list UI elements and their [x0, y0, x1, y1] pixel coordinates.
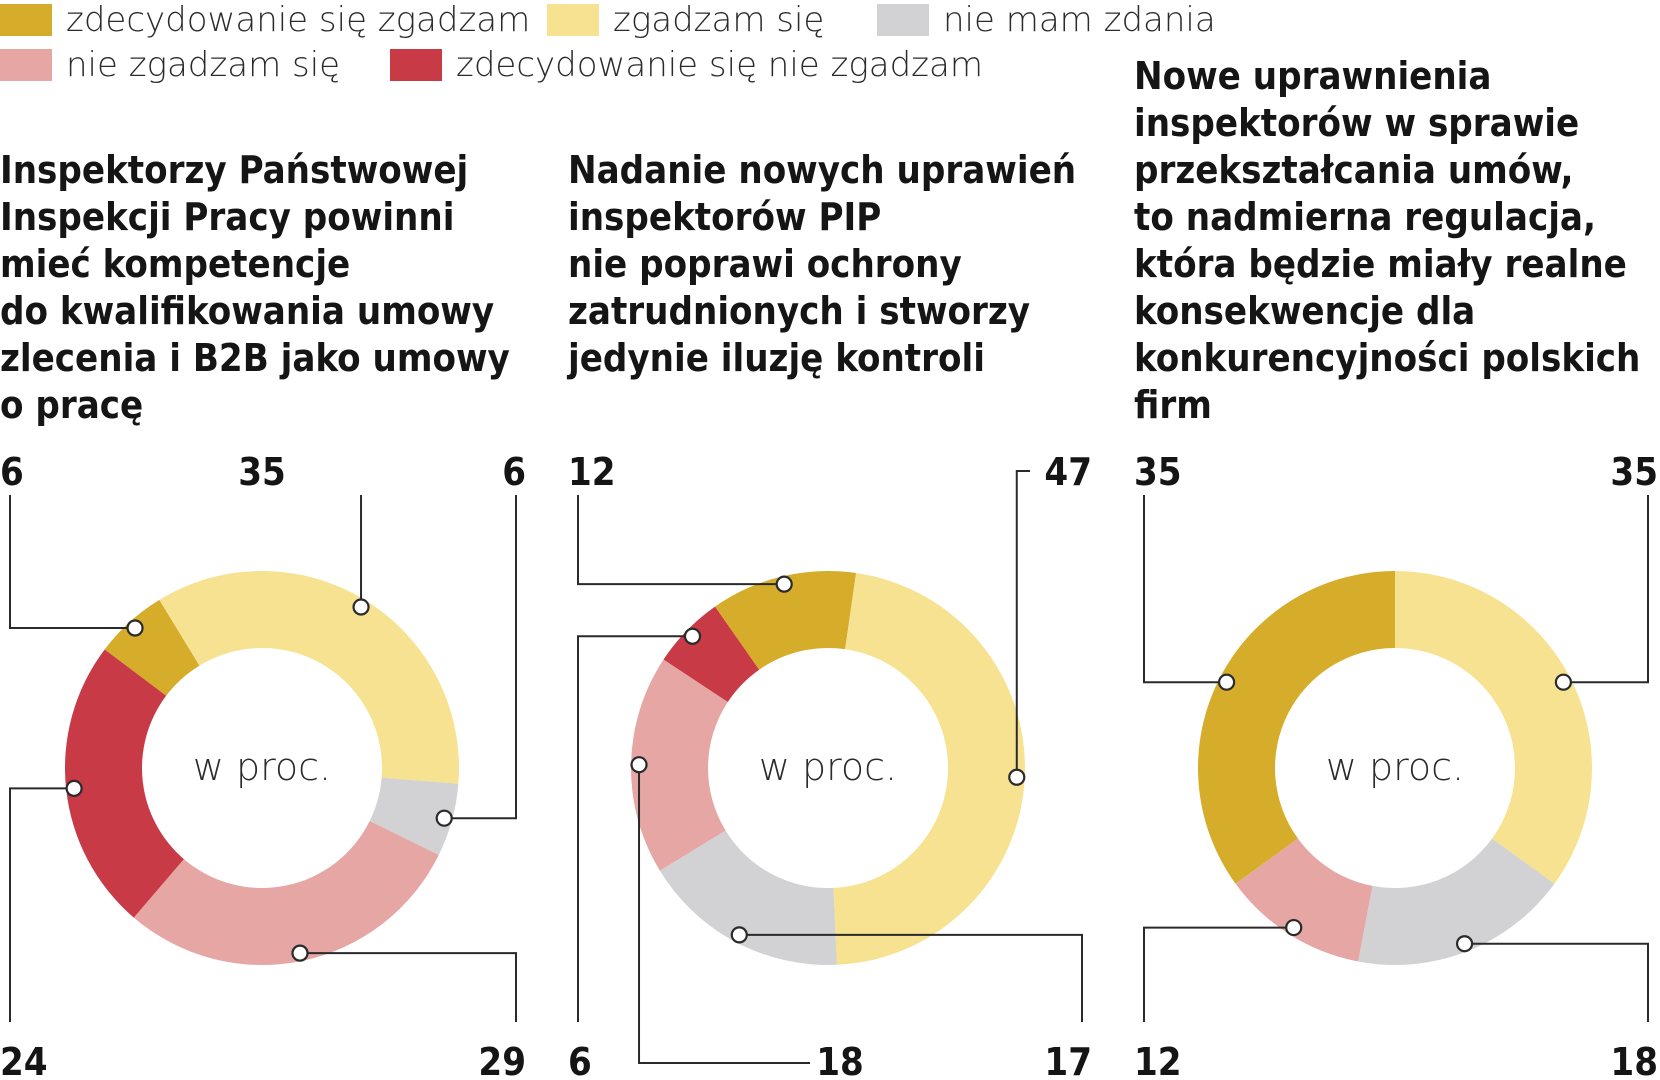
- value-label: 35: [1610, 450, 1658, 494]
- legend-item-strongly-agree: zdecydowanie się zgadzam: [0, 0, 530, 40]
- legend-swatch: [0, 4, 52, 36]
- legend-label: zgadzam się: [613, 0, 825, 40]
- leader-line: [9, 787, 75, 1022]
- center-label: w proc.: [759, 745, 897, 789]
- legend-label: nie zgadzam się: [66, 45, 341, 85]
- slice-nie-mam-zdania: [659, 830, 837, 965]
- value-label: 17: [1044, 1040, 1092, 1080]
- leader-marker: [730, 926, 748, 944]
- slice-zdecydowanie-się-zgadzam: [715, 571, 857, 670]
- leader-line: [1563, 495, 1649, 684]
- leader-line: [9, 495, 136, 629]
- leader-line: [300, 952, 517, 1022]
- leader-line: [577, 495, 785, 586]
- leader-line: [1143, 926, 1294, 1022]
- value-label: 35: [238, 450, 286, 494]
- value-label: 24: [0, 1040, 48, 1080]
- leader-marker: [1455, 935, 1474, 953]
- leader-marker: [65, 779, 83, 798]
- slice-zdecydowanie-się-nie-zgadzam: [64, 649, 184, 918]
- leader-marker: [1554, 673, 1573, 691]
- leader-marker: [1008, 768, 1026, 786]
- slice-nie-zgadzam-się: [1235, 838, 1373, 962]
- leader-line: [1015, 470, 1030, 778]
- legend-swatch: [877, 4, 929, 36]
- slice-nie-mam-zdania: [369, 777, 459, 855]
- legend-swatch: [390, 49, 442, 81]
- legend-item-disagree: nie zgadzam się: [0, 45, 340, 85]
- leader-marker: [126, 619, 144, 637]
- legend-item-strongly-disagree: zdecydowanie się nie zgadzam: [390, 45, 983, 85]
- slice-zgadzam-się: [159, 570, 460, 784]
- value-label: 29: [478, 1040, 526, 1080]
- leader-marker: [775, 575, 793, 593]
- slice-zdecydowanie-się-zgadzam: [1198, 571, 1395, 884]
- leader-line: [577, 635, 693, 1022]
- value-label: 35: [1134, 450, 1182, 494]
- slice-zgadzam-się: [833, 573, 1025, 965]
- center-label: w proc.: [193, 745, 331, 789]
- leader-line: [638, 764, 810, 1064]
- chart-1-title: Inspektorzy Państwowej Inspekcji Pracy p…: [0, 148, 510, 427]
- chart-3-title: Nowe uprawnienia inspektorów w sprawie p…: [1134, 54, 1641, 427]
- leader-line: [444, 495, 517, 820]
- leader-marker: [630, 756, 648, 774]
- legend-label: zdecydowanie się zgadzam: [66, 0, 531, 40]
- slice-nie-zgadzam-się: [630, 659, 728, 871]
- legend-swatch: [0, 49, 52, 81]
- leader-marker: [1217, 673, 1236, 691]
- leader-marker: [683, 627, 702, 645]
- value-label: 6: [502, 450, 526, 494]
- legend-label: nie mam zdania: [943, 0, 1216, 40]
- slice-zgadzam-się: [1395, 571, 1592, 884]
- leader-line: [1464, 942, 1649, 1022]
- value-label: 18: [816, 1040, 864, 1080]
- leader-marker: [352, 598, 370, 616]
- leader-line: [739, 933, 1083, 1022]
- leader-line: [1143, 495, 1227, 684]
- donut-chart-1: w proc. 6 35 6 29 24: [0, 450, 526, 1080]
- legend-swatch: [547, 4, 599, 36]
- value-label: 47: [1044, 450, 1092, 494]
- leader-marker: [1285, 918, 1303, 937]
- leader-marker: [291, 944, 309, 962]
- value-label: 6: [568, 1040, 592, 1080]
- value-label: 12: [568, 450, 616, 494]
- value-label: 6: [0, 450, 24, 494]
- value-label: 12: [1134, 1040, 1182, 1080]
- leader-marker: [435, 809, 453, 827]
- legend-label: zdecydowanie się nie zgadzam: [456, 45, 983, 85]
- donut-chart-3: w proc. 35 35 18 12: [1134, 450, 1658, 1080]
- value-label: 18: [1610, 1040, 1658, 1080]
- chart-2-title: Nadanie nowych uprawień inspektorów PIP …: [568, 148, 1077, 380]
- center-label: w proc.: [1326, 745, 1464, 789]
- donut-chart-2: w proc. 12 47 17 18 6: [568, 450, 1092, 1080]
- slice-nie-mam-zdania: [1358, 838, 1555, 965]
- legend-item-no-opinion: nie mam zdania: [877, 0, 1216, 40]
- legend-item-agree: zgadzam się: [547, 0, 824, 40]
- slice-nie-zgadzam-się: [133, 820, 439, 966]
